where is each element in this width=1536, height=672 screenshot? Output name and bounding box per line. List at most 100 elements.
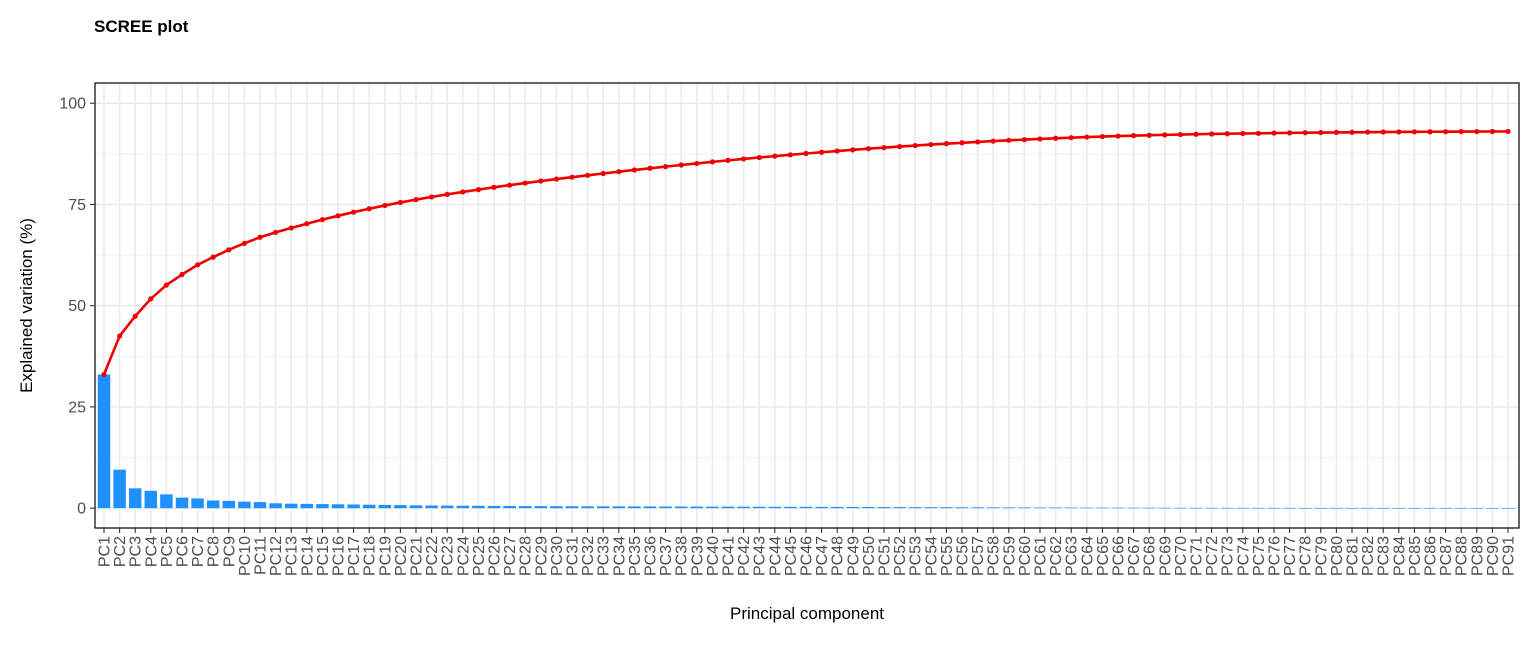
x-tick-label-pc85: PC85 [1407, 536, 1424, 576]
bar-pc22 [425, 505, 438, 509]
x-tick-label-pc54: PC54 [923, 536, 940, 576]
cumulative-point-pc4 [148, 296, 154, 302]
x-tick-label-pc52: PC52 [892, 536, 909, 576]
cumulative-point-pc38 [678, 162, 684, 168]
bar-pc82 [1361, 508, 1374, 509]
cumulative-point-pc27 [507, 182, 513, 188]
bar-pc49 [846, 506, 860, 509]
cumulative-point-pc51 [881, 145, 887, 151]
cumulative-point-pc53 [912, 142, 918, 149]
cumulative-point-pc75 [1255, 130, 1261, 136]
cumulative-point-pc91 [1505, 128, 1511, 135]
cumulative-point-pc5 [163, 282, 169, 288]
cumulative-point-pc16 [335, 213, 341, 219]
x-tick-label-pc80: PC80 [1329, 536, 1346, 576]
x-tick-label-pc57: PC57 [970, 536, 987, 576]
x-tick-label-pc67: PC67 [1126, 536, 1143, 576]
x-tick-label-pc32: PC32 [580, 536, 597, 576]
x-tick-label-pc30: PC30 [549, 536, 566, 576]
cumulative-point-pc62 [1053, 135, 1059, 141]
y-tick-label: 50 [68, 298, 86, 315]
x-tick-label-pc37: PC37 [658, 536, 675, 576]
bar-pc69 [1158, 507, 1172, 509]
cumulative-point-pc67 [1131, 133, 1137, 139]
bar-pc41 [721, 506, 735, 509]
cumulative-point-pc43 [756, 154, 762, 161]
bar-pc19 [378, 504, 392, 509]
x-tick-label-pc71: PC71 [1189, 536, 1206, 576]
x-tick-label-pc7: PC7 [190, 536, 207, 567]
bar-pc13 [284, 503, 298, 509]
x-axis-title: Principal component [730, 604, 884, 623]
cumulative-point-pc65 [1099, 133, 1105, 140]
x-tick-label-pc34: PC34 [611, 536, 628, 576]
cumulative-point-pc7 [195, 262, 201, 268]
bar-pc4 [144, 490, 158, 509]
cumulative-point-pc58 [990, 138, 996, 144]
x-tick-label-pc50: PC50 [861, 536, 878, 576]
cumulative-point-pc48 [834, 148, 840, 154]
cumulative-point-pc52 [897, 143, 903, 150]
cumulative-point-pc6 [179, 271, 185, 278]
x-tick-label-pc56: PC56 [955, 536, 972, 576]
bar-pc37 [659, 506, 672, 509]
x-tick-label-pc15: PC15 [315, 536, 332, 576]
x-tick-label-pc65: PC65 [1095, 536, 1112, 576]
cumulative-point-pc82 [1365, 129, 1371, 135]
x-tick-label-pc51: PC51 [877, 536, 894, 576]
bar-pc12 [269, 503, 282, 509]
bar-pc14 [300, 503, 314, 509]
bar-pc2 [113, 469, 126, 509]
cumulative-point-pc71 [1193, 131, 1199, 137]
x-tick-label-pc35: PC35 [627, 536, 644, 576]
cumulative-point-pc66 [1115, 133, 1121, 139]
cumulative-point-pc86 [1427, 129, 1433, 135]
bar-pc1 [97, 374, 111, 509]
x-tick-label-pc47: PC47 [814, 536, 831, 576]
x-tick-label-pc27: PC27 [502, 536, 519, 576]
cumulative-point-pc18 [366, 206, 372, 212]
bar-pc9 [222, 500, 236, 509]
bars-layer [97, 374, 1515, 509]
cumulative-point-pc15 [319, 217, 325, 223]
cumulative-point-pc64 [1084, 134, 1090, 140]
bar-pc71 [1189, 507, 1203, 509]
grid-lines [95, 83, 1519, 528]
x-tick-label-pc23: PC23 [440, 536, 457, 576]
cumulative-point-pc73 [1224, 131, 1230, 137]
bar-pc6 [175, 497, 189, 509]
bar-pc67 [1127, 507, 1140, 509]
x-tick-label-pc17: PC17 [346, 536, 363, 576]
cumulative-point-pc59 [1006, 137, 1012, 143]
bar-pc68 [1142, 507, 1156, 509]
cumulative-point-pc78 [1302, 130, 1308, 136]
cumulative-point-pc10 [241, 240, 247, 246]
x-tick-label-pc5: PC5 [159, 536, 176, 567]
x-tick-label-pc31: PC31 [565, 536, 582, 576]
bar-pc23 [440, 505, 454, 509]
x-tick-label-pc75: PC75 [1251, 536, 1268, 576]
bar-pc16 [331, 504, 345, 509]
x-tick-label-pc4: PC4 [143, 536, 160, 567]
cumulative-point-pc29 [538, 178, 544, 184]
x-tick-label-pc19: PC19 [377, 536, 394, 576]
cumulative-point-pc45 [787, 152, 794, 158]
cumulative-point-pc22 [429, 194, 435, 200]
cumulative-point-pc72 [1209, 131, 1215, 137]
cumulative-point-pc30 [553, 176, 560, 182]
x-tick-label-pc61: PC61 [1033, 536, 1050, 576]
cumulative-point-pc12 [273, 229, 279, 236]
x-tick-label-pc66: PC66 [1111, 536, 1128, 576]
x-tick-label-pc89: PC89 [1469, 536, 1486, 576]
cumulative-point-pc77 [1287, 130, 1293, 136]
bar-pc43 [752, 506, 766, 509]
y-axis-title: Explained variation (%) [17, 218, 36, 393]
cumulative-point-pc11 [257, 234, 263, 240]
bar-pc78 [1298, 507, 1312, 509]
x-tick-label-pc78: PC78 [1298, 536, 1315, 576]
bar-pc33 [596, 506, 610, 509]
bar-pc40 [706, 506, 719, 509]
bar-pc10 [238, 501, 251, 509]
x-tick-label-pc90: PC90 [1485, 536, 1502, 576]
x-tick-label-pc33: PC33 [596, 536, 613, 576]
